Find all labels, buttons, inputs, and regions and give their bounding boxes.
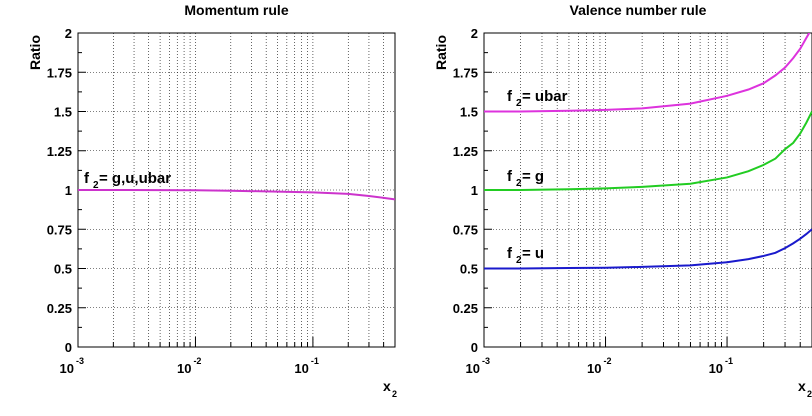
y-tick-label: 1.75 <box>47 65 72 80</box>
series-label-text: = u <box>522 245 544 262</box>
x-axis-label: x <box>798 378 806 394</box>
y-tick-label: 1.25 <box>453 144 478 159</box>
x-tick-exponent: -2 <box>193 356 201 366</box>
x-tick-label: 10 <box>466 361 480 376</box>
series-label: f <box>507 88 513 105</box>
x-tick-label: 10 <box>709 361 723 376</box>
series-label-subscript: 2 <box>516 178 522 189</box>
y-tick-label: 2 <box>471 26 478 41</box>
y-tick-label: 0.5 <box>54 262 72 277</box>
y-axis-label: Ratio <box>433 35 449 70</box>
series-label-subscript: 2 <box>516 255 522 266</box>
x-tick-label: 10 <box>60 361 74 376</box>
series-line-3 <box>484 228 812 270</box>
y-tick-label: 1.75 <box>453 65 478 80</box>
x-tick-exponent: -1 <box>725 356 733 366</box>
y-tick-label: 0 <box>471 340 478 355</box>
series-label: f <box>84 170 90 187</box>
series-label-subscript: 2 <box>93 180 99 191</box>
series-line-2 <box>484 111 812 191</box>
y-tick-label: 0.25 <box>453 301 478 316</box>
series-line-1 <box>78 189 395 201</box>
y-tick-label: 1.5 <box>460 105 478 120</box>
y-tick-label: 1 <box>471 183 478 198</box>
x-tick-exponent: -1 <box>311 356 319 366</box>
series-label-text: = g,u,ubar <box>99 170 171 187</box>
series-label-subscript: 2 <box>516 98 522 109</box>
y-axis-label: Ratio <box>27 35 43 70</box>
x-axis-label-subscript: 2 <box>807 389 812 399</box>
y-tick-label: 1 <box>65 183 72 198</box>
x-tick-label: 10 <box>587 361 601 376</box>
y-tick-label: 1.25 <box>47 144 72 159</box>
series-label-text: = ubar <box>522 88 568 105</box>
x-tick-label: 10 <box>177 361 191 376</box>
x-tick-label: 10 <box>294 361 308 376</box>
y-tick-label: 0.25 <box>47 301 72 316</box>
y-tick-label: 0.75 <box>47 222 72 237</box>
x-tick-exponent: -3 <box>482 356 490 366</box>
y-tick-label: 0 <box>65 340 72 355</box>
x-tick-exponent: -2 <box>604 356 612 366</box>
y-tick-label: 0.5 <box>460 262 478 277</box>
series-label: f <box>507 168 513 185</box>
chart-title: Momentum rule <box>184 2 288 18</box>
x-tick-exponent: -3 <box>76 356 84 366</box>
series-label: f <box>507 245 513 262</box>
series-line-1 <box>484 33 811 113</box>
y-tick-label: 1.5 <box>54 105 72 120</box>
x-axis-label-subscript: 2 <box>392 389 397 399</box>
x-axis-label: x <box>383 378 391 394</box>
series-label-text: = g <box>522 168 544 185</box>
chart-title: Valence number rule <box>570 2 707 18</box>
y-tick-label: 0.75 <box>453 222 478 237</box>
y-tick-label: 2 <box>65 26 72 41</box>
